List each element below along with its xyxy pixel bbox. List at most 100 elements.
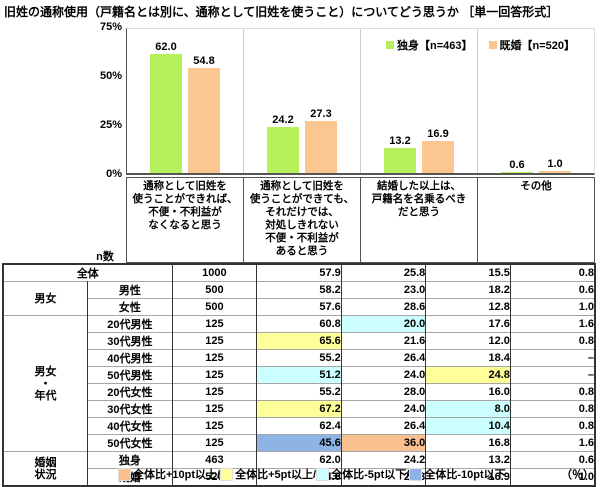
n-value: 125 [172, 315, 258, 333]
data-cell: 24.2 [341, 451, 427, 469]
row-label: 男性 [87, 281, 173, 299]
data-cell: 58.2 [256, 281, 342, 299]
data-cell: 16.8 [425, 434, 511, 452]
bar [305, 120, 337, 173]
data-cell: 1.0 [510, 298, 595, 316]
data-cell: 60.8 [256, 315, 342, 333]
bar-value-label: 16.9 [427, 127, 449, 140]
category-label-box: その他 [478, 178, 594, 262]
table-row: 女性 500 57.6 28.6 12.8 1.0 [3, 298, 595, 316]
data-cell: 51.2 [256, 366, 342, 384]
data-cell: 24.8 [425, 366, 511, 384]
color-key-label: 全体比-10pt以下 [424, 469, 506, 481]
bar-chart-plot-area: 62.0 54.8 24.2 27.3 13.2 16.9 0.6 1.0 [126, 28, 595, 175]
data-cell: 12.0 [425, 332, 511, 350]
bar [539, 171, 571, 173]
bar [150, 53, 182, 173]
group-label-line: 婚姻 [34, 456, 57, 469]
row-label: 全体 [3, 264, 173, 282]
y-axis-tick-0: 0% [106, 168, 122, 180]
data-cell: 16.0 [425, 383, 511, 401]
bar [384, 147, 416, 173]
data-cell: 28.6 [341, 298, 427, 316]
n-value: 1000 [172, 264, 258, 282]
chart-column: 24.2 27.3 [244, 29, 361, 173]
color-key-label: 全体比+10pt以上/ [133, 469, 221, 481]
bar-value-label: 54.8 [193, 54, 215, 67]
category-label-line: それだけでは、 [265, 206, 339, 218]
bar-value-label: 0.6 [509, 158, 525, 171]
bar-column: 62.0 [150, 41, 182, 173]
data-cell: 24.0 [341, 400, 427, 418]
y-axis-tick-50: 50% [99, 70, 122, 82]
data-cell: 25.8 [341, 264, 427, 282]
bar-column: 13.2 [384, 135, 416, 173]
row-label: 40代女性 [87, 417, 173, 435]
bar [267, 126, 299, 173]
data-cell: 62.4 [256, 417, 342, 435]
row-label: 40代男性 [87, 349, 173, 367]
category-label-line: 結婚した以上は、 [377, 180, 461, 192]
n-value: 125 [172, 434, 258, 452]
data-cell: 1.6 [510, 434, 595, 452]
data-cell: 17.6 [425, 315, 511, 333]
bar-value-label: 13.2 [389, 134, 411, 147]
group-label-line: 男女 [34, 292, 57, 305]
chart-column: 13.2 16.9 [361, 29, 478, 173]
row-label: 独身 [87, 451, 173, 469]
table-row: 40代女性 125 62.4 26.4 10.4 0.8 [3, 417, 595, 435]
data-cell: 67.2 [256, 400, 342, 418]
row-label: 20代女性 [87, 383, 173, 401]
color-key-item: 全体比+10pt以上/ [118, 466, 220, 482]
data-cell: 0.8 [578, 267, 594, 279]
row-label: 女性 [87, 298, 173, 316]
table-row: 40代男性 125 55.2 26.4 18.4– [3, 349, 595, 367]
data-cell: 18.2 [425, 281, 511, 299]
bar [501, 171, 533, 173]
category-label-line: 通称として旧姓を [260, 180, 344, 192]
n-value: 125 [172, 332, 258, 350]
bar-column: 1.0 [539, 158, 571, 173]
y-axis-tick-75: 75% [99, 21, 122, 33]
group-cell: 婚姻 状況 [3, 451, 89, 486]
data-cell: – [510, 349, 595, 367]
n-value: 125 [172, 417, 258, 435]
bar [188, 67, 220, 173]
color-key-swatch [220, 467, 234, 481]
data-cell: 10.4 [425, 417, 511, 435]
bar-column: 27.3 [305, 108, 337, 173]
data-cell: 57.9 [256, 264, 342, 282]
category-label-box: 通称として旧姓を 使うことができれば、 不便・不利益が なくなると思う [127, 178, 244, 262]
percent-unit-label: （％） [561, 469, 594, 481]
data-cell: 65.6 [256, 332, 342, 350]
bar-group: 24.2 27.3 [267, 108, 337, 173]
n-value: 125 [172, 349, 258, 367]
data-cell: 16.9 [425, 468, 511, 486]
bar-value-label: 27.3 [310, 107, 332, 120]
bar-group: 13.2 16.9 [384, 128, 454, 173]
data-cell: 0.6 [510, 281, 595, 299]
data-cell: – [510, 366, 595, 384]
table-row: 50代女性 125 45.6 36.0 16.8 1.6 [3, 434, 595, 452]
legend-label: 既婚【n=520】 [499, 40, 576, 52]
data-cell: 13.2 [425, 451, 511, 469]
data-cell: 55.2 [256, 349, 342, 367]
data-cell: 24.0 [341, 366, 427, 384]
chart-column: 0.6 1.0 [478, 29, 594, 173]
n-value: 125 [172, 383, 258, 401]
data-cell: 0.6 [510, 451, 595, 469]
data-cell: 18.4 [425, 349, 511, 367]
data-cell: 23.0 [341, 281, 427, 299]
data-cell: 1.0 [510, 468, 595, 486]
category-label-line: 使うことができても、 [249, 193, 355, 205]
color-key-label: 全体比+5pt以上/ [235, 469, 317, 481]
bar-column: 54.8 [188, 55, 220, 173]
bar [422, 140, 454, 173]
n-value: 500 [172, 298, 258, 316]
table-row: 30代男性 125 65.6 21.6 12.0 0.8 [3, 332, 595, 350]
data-cell: 36.0 [341, 434, 427, 452]
n-value: 500 [172, 281, 258, 299]
row-label: 30代女性 [87, 400, 173, 418]
legend-item: 既婚【n=520】 [488, 37, 576, 53]
